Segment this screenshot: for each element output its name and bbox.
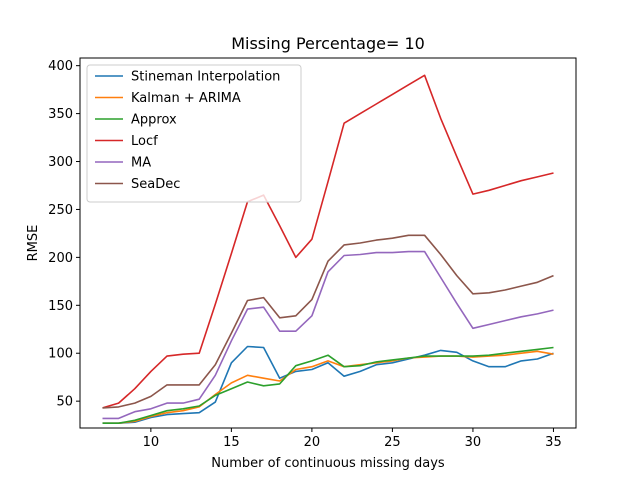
y-tick-label: 350	[48, 107, 73, 122]
plot-area-frame	[79, 57, 577, 429]
legend-label-stineman-interpolation: Stineman Interpolation	[131, 70, 280, 85]
y-axis: 50 100 150 200 250 300 350 400	[48, 59, 80, 410]
x-tick-label: 20	[304, 435, 321, 450]
series-line-locf	[102, 74, 554, 409]
y-tick-label: 100	[48, 347, 73, 362]
series-line-approx	[102, 346, 554, 425]
series-line-ma	[102, 250, 554, 420]
y-tick-label: 50	[56, 395, 73, 410]
series-line-kalman-arima	[102, 350, 554, 425]
series-line-seadec	[102, 234, 554, 409]
x-tick-label: 10	[143, 435, 160, 450]
legend-label-kalman-arima: Kalman + ARIMA	[131, 91, 241, 106]
y-tick-label: 300	[48, 155, 73, 170]
y-axis-label: RMSE	[26, 225, 41, 262]
x-tick-label: 35	[545, 435, 562, 450]
series-lines	[102, 74, 554, 425]
x-tick-label: 25	[384, 435, 401, 450]
chart-title: Missing Percentage= 10	[231, 34, 425, 53]
legend-label-approx: Approx	[131, 113, 177, 128]
x-axis: 10 15 20 25 30 35	[143, 428, 562, 450]
legend-label-ma: MA	[131, 156, 151, 171]
y-tick-label: 150	[48, 299, 73, 314]
y-tick-label: 250	[48, 203, 73, 218]
series-line-stineman-interpolation	[102, 345, 554, 425]
x-tick-label: 15	[223, 435, 240, 450]
x-axis-label: Number of continuous missing days	[211, 456, 445, 471]
y-tick-label: 400	[48, 59, 73, 74]
legend: Stineman Interpolation Kalman + ARIMA Appr…	[86, 64, 302, 203]
y-tick-label: 200	[48, 251, 73, 266]
legend-box	[86, 64, 302, 203]
x-tick-label: 30	[465, 435, 482, 450]
legend-label-locf: Locf	[131, 134, 158, 149]
legend-label-seadec: SeaDec	[131, 177, 180, 192]
